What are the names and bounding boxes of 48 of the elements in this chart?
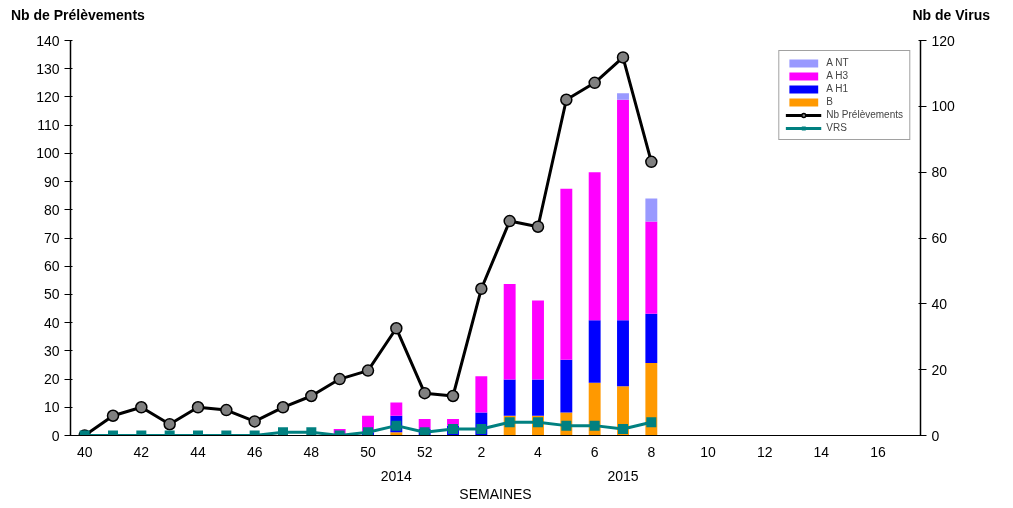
y2-tick-label: 60 <box>931 230 948 246</box>
x-tick-label: 12 <box>756 443 773 460</box>
x-tick-label: 48 <box>303 443 320 460</box>
y2-tick-label: 120 <box>931 32 956 49</box>
y-tick-label: 110 <box>37 117 60 134</box>
legend-label: B <box>826 96 834 107</box>
legend-label: A NT <box>826 57 849 68</box>
x-tick-label: 8 <box>647 443 656 460</box>
x-tick-label: 52 <box>416 443 433 460</box>
y-tick-label: 0 <box>51 427 60 444</box>
text: 2015 <box>607 467 639 484</box>
legend-label: VRS <box>826 122 847 133</box>
y2-tick-label: 80 <box>931 164 948 181</box>
y2-tick-label: 20 <box>931 361 948 378</box>
y-tick-label: 30 <box>43 342 60 359</box>
y-tick-label: 140 <box>36 32 60 49</box>
y-tick-label: 40 <box>43 314 60 331</box>
y2-tick-label: 0 <box>931 427 940 444</box>
y-tick-label: 90 <box>43 173 60 190</box>
y-tick-label: 10 <box>43 399 60 416</box>
x-tick-label: 50 <box>360 443 376 460</box>
legend-label: A H1 <box>826 83 848 94</box>
y-tick-label: 20 <box>43 371 60 388</box>
x-tick-label: 4 <box>534 443 543 460</box>
y-tick-label: 70 <box>43 230 60 246</box>
y-tick-label: 120 <box>36 88 60 105</box>
x-tick-label: 14 <box>813 443 830 460</box>
x-tick-label: 42 <box>133 443 150 460</box>
y2-axis-title: Nb de Virus <box>912 6 990 25</box>
y-tick-label: 100 <box>36 145 60 162</box>
y2-tick-label: 100 <box>931 98 956 115</box>
text: 2014 <box>380 467 413 484</box>
x-tick-label: 44 <box>190 443 206 460</box>
y-tick-label: 130 <box>36 60 60 77</box>
y-tick-label: 60 <box>43 258 60 275</box>
x-tick-label: 46 <box>246 443 263 460</box>
y-axis-title: Nb de Prélèvements <box>11 6 145 25</box>
y-tick-label: 50 <box>43 286 60 303</box>
x-axis-title: SEMAINES <box>459 485 532 502</box>
legend-label: A H3 <box>826 70 848 81</box>
x-tick-label: 16 <box>870 443 886 460</box>
x-tick-label: 6 <box>590 443 599 460</box>
y2-tick-label: 40 <box>931 295 948 312</box>
y-tick-label: 80 <box>43 201 60 218</box>
x-tick-label: 2 <box>477 443 486 460</box>
x-tick-label: 40 <box>76 443 93 460</box>
x-tick-label: 10 <box>700 443 716 460</box>
legend-label: Nb Prélèvements <box>826 109 903 120</box>
